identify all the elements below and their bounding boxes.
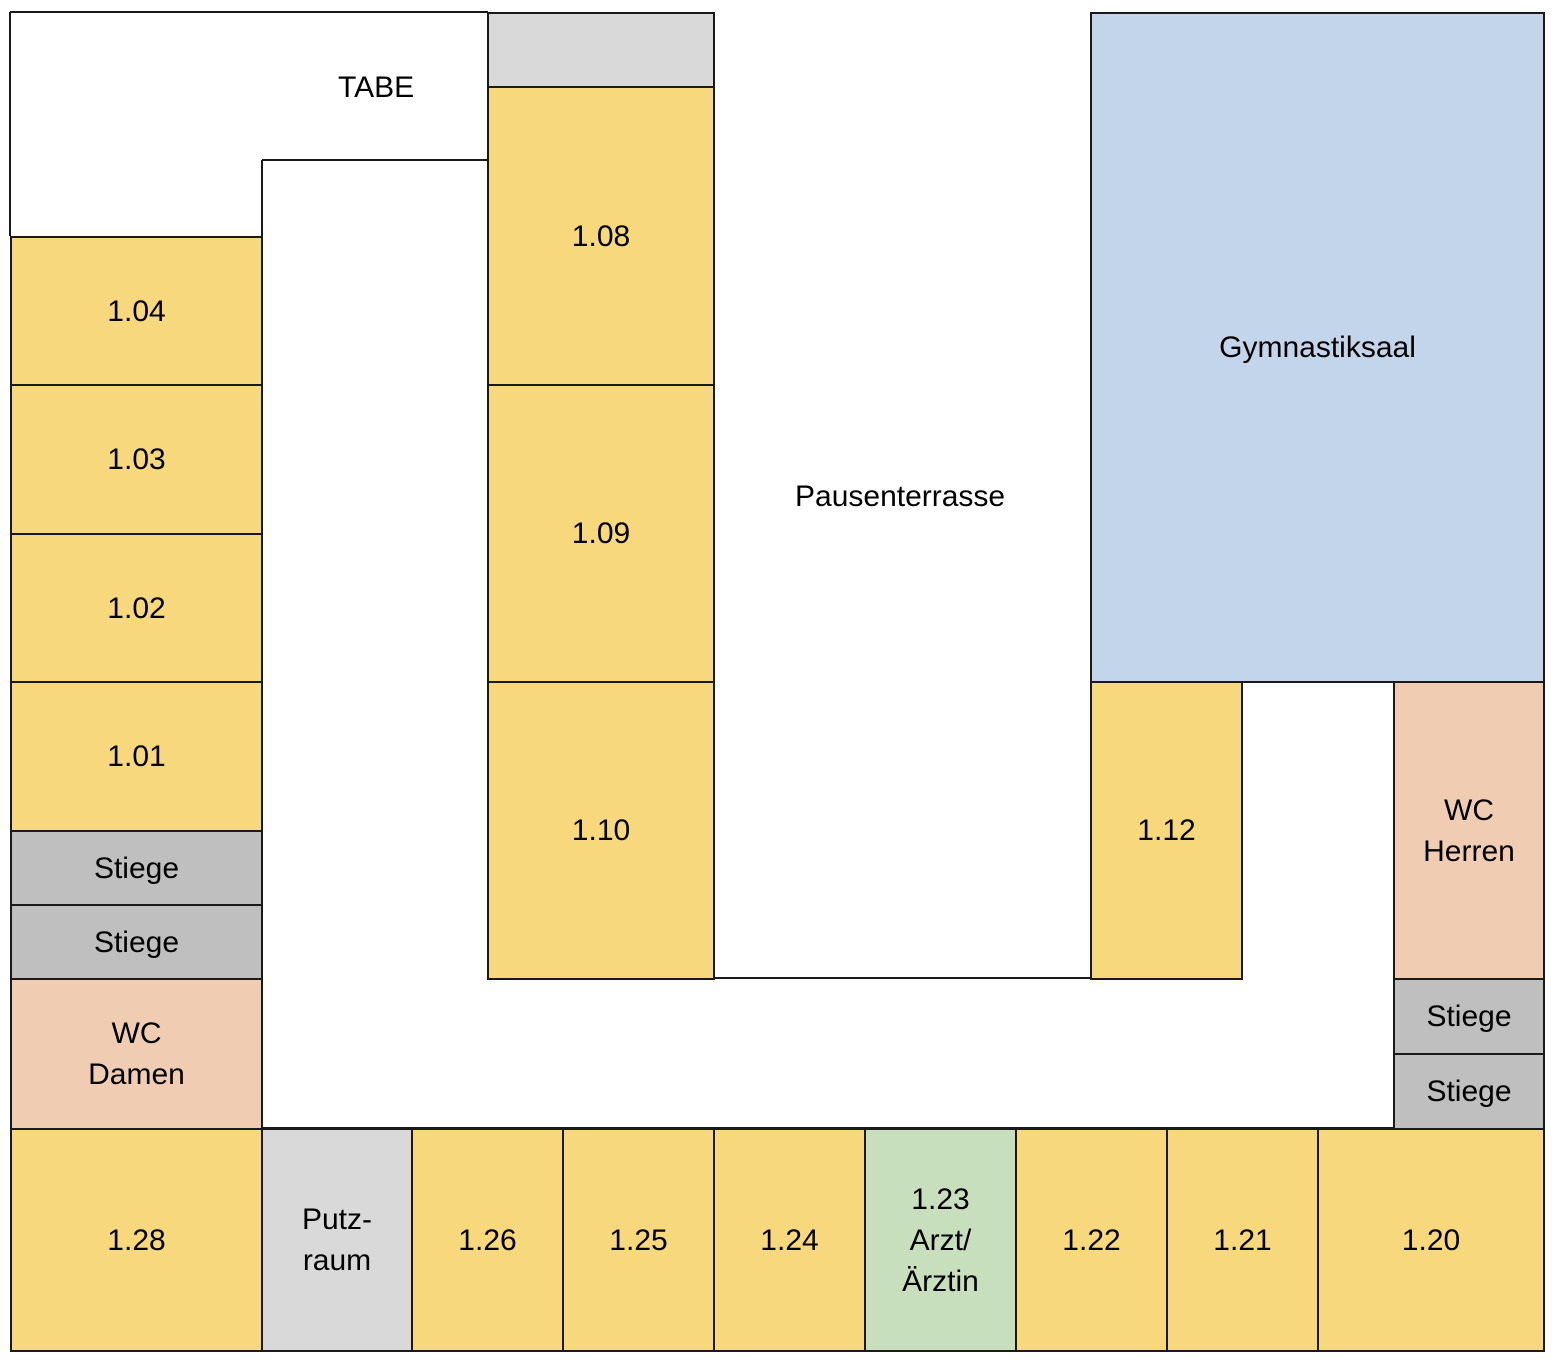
wc-herren[interactable]: WC Herren — [1393, 681, 1545, 980]
room-1-08[interactable]: 1.08 — [487, 86, 715, 386]
storage-top[interactable] — [487, 12, 715, 88]
room-1-20[interactable]: 1.20 — [1317, 1128, 1545, 1352]
room-1-22[interactable]: 1.22 — [1015, 1128, 1168, 1352]
room-1-02[interactable]: 1.02 — [10, 533, 263, 683]
room-1-21[interactable]: 1.21 — [1166, 1128, 1319, 1352]
room-1-23[interactable]: 1.23 Arzt/ Ärztin — [864, 1128, 1017, 1352]
room-1-25[interactable]: 1.25 — [562, 1128, 715, 1352]
wc-damen[interactable]: WC Damen — [10, 978, 263, 1130]
room-1-12[interactable]: 1.12 — [1090, 681, 1243, 980]
stairs-left-2[interactable]: Stiege — [10, 904, 263, 980]
room-1-28[interactable]: 1.28 — [10, 1128, 263, 1352]
room-1-09[interactable]: 1.09 — [487, 384, 715, 683]
tabe-label: TABE — [338, 71, 415, 104]
stairs-left-1[interactable]: Stiege — [10, 830, 263, 906]
pausenterrasse-label: Pausenterrasse — [795, 480, 1006, 513]
room-1-26[interactable]: 1.26 — [411, 1128, 564, 1352]
gymnastiksaal[interactable]: Gymnastiksaal — [1090, 12, 1545, 683]
room-1-24[interactable]: 1.24 — [713, 1128, 866, 1352]
putzraum[interactable]: Putz- raum — [261, 1128, 413, 1352]
room-1-10[interactable]: 1.10 — [487, 681, 715, 980]
room-1-03[interactable]: 1.03 — [10, 384, 263, 535]
room-1-01[interactable]: 1.01 — [10, 681, 263, 832]
stairs-right-1[interactable]: Stiege — [1393, 978, 1545, 1055]
room-1-04[interactable]: 1.04 — [10, 236, 263, 386]
stairs-right-2[interactable]: Stiege — [1393, 1053, 1545, 1130]
